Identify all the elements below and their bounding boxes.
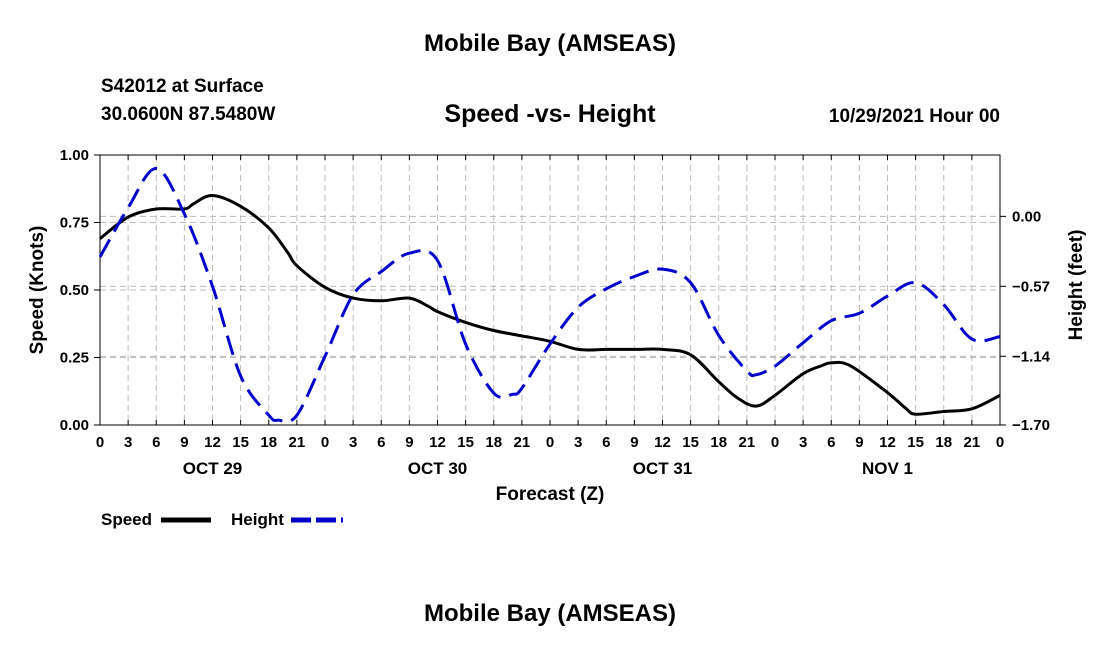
x-tick-label: 6 — [377, 434, 385, 451]
left-y-tick-label: 0.25 — [60, 350, 89, 367]
speed-series-line — [99, 194, 1001, 416]
x-day-label: OCT 30 — [408, 459, 468, 478]
x-tick-label: 18 — [935, 434, 952, 451]
x-tick-label: 15 — [907, 434, 924, 451]
x-tick-label: 9 — [405, 434, 413, 451]
legend-speed-label: Speed — [101, 510, 152, 529]
station-coordinates: 30.0600N 87.5480W — [101, 104, 276, 125]
x-tick-label: 15 — [457, 434, 474, 451]
x-tick-label: 12 — [654, 434, 671, 451]
x-tick-label: 3 — [799, 434, 807, 451]
right-y-tick-label: 0.00 — [1012, 208, 1041, 225]
forecast-datetime: 10/29/2021 Hour 00 — [828, 106, 1000, 127]
x-tick-label: 12 — [429, 434, 446, 451]
legend-height-label: Height — [231, 510, 284, 529]
right-y-tick-label: −1.14 — [1012, 348, 1051, 365]
x-tick-label: 6 — [602, 434, 610, 451]
x-tick-label: 12 — [879, 434, 896, 451]
right-y-tick-label: −1.70 — [1012, 417, 1050, 434]
x-tick-label: 12 — [204, 434, 221, 451]
x-tick-label: 21 — [739, 434, 756, 451]
height-series-line — [98, 167, 1001, 424]
x-tick-label: 18 — [260, 434, 277, 451]
x-tick-label: 0 — [996, 434, 1004, 451]
station-label: S42012 at Surface — [101, 76, 264, 97]
right-y-tick-label: −0.57 — [1012, 278, 1050, 295]
x-tick-label: 9 — [180, 434, 188, 451]
chart-main-title: Mobile Bay (AMSEAS) — [423, 30, 677, 57]
x-tick-label: 21 — [289, 434, 306, 451]
left-y-tick-label: 0.75 — [60, 215, 89, 232]
next-chart-title: Mobile Bay (AMSEAS) — [423, 600, 677, 627]
x-tick-label: 18 — [485, 434, 502, 451]
x-day-label: NOV 1 — [862, 459, 913, 478]
x-tick-label: 0 — [321, 434, 329, 451]
x-tick-label: 0 — [771, 434, 779, 451]
right-y-axis-title: Height (feet) — [1066, 230, 1087, 341]
x-tick-label: 3 — [574, 434, 582, 451]
x-tick-label: 6 — [827, 434, 835, 451]
x-tick-label: 9 — [630, 434, 638, 451]
x-tick-label: 21 — [514, 434, 531, 451]
x-axis-title: Forecast (Z) — [496, 484, 605, 505]
chart-subtitle: Speed -vs- Height — [444, 100, 656, 128]
left-y-tick-label: 0.50 — [60, 282, 89, 299]
x-tick-label: 15 — [232, 434, 249, 451]
left-y-tick-label: 1.00 — [60, 147, 89, 164]
x-day-label: OCT 29 — [183, 459, 243, 478]
x-tick-label: 3 — [349, 434, 357, 451]
left-y-axis-title: Speed (Knots) — [27, 226, 48, 355]
x-tick-label: 6 — [152, 434, 160, 451]
left-y-tick-label: 0.00 — [60, 417, 89, 434]
x-tick-label: 9 — [855, 434, 863, 451]
x-tick-label: 18 — [710, 434, 727, 451]
x-tick-label: 21 — [964, 434, 981, 451]
x-tick-label: 3 — [124, 434, 132, 451]
x-tick-label: 15 — [682, 434, 699, 451]
x-day-label: OCT 31 — [633, 459, 693, 478]
x-tick-label: 0 — [96, 434, 104, 451]
x-tick-label: 0 — [546, 434, 554, 451]
